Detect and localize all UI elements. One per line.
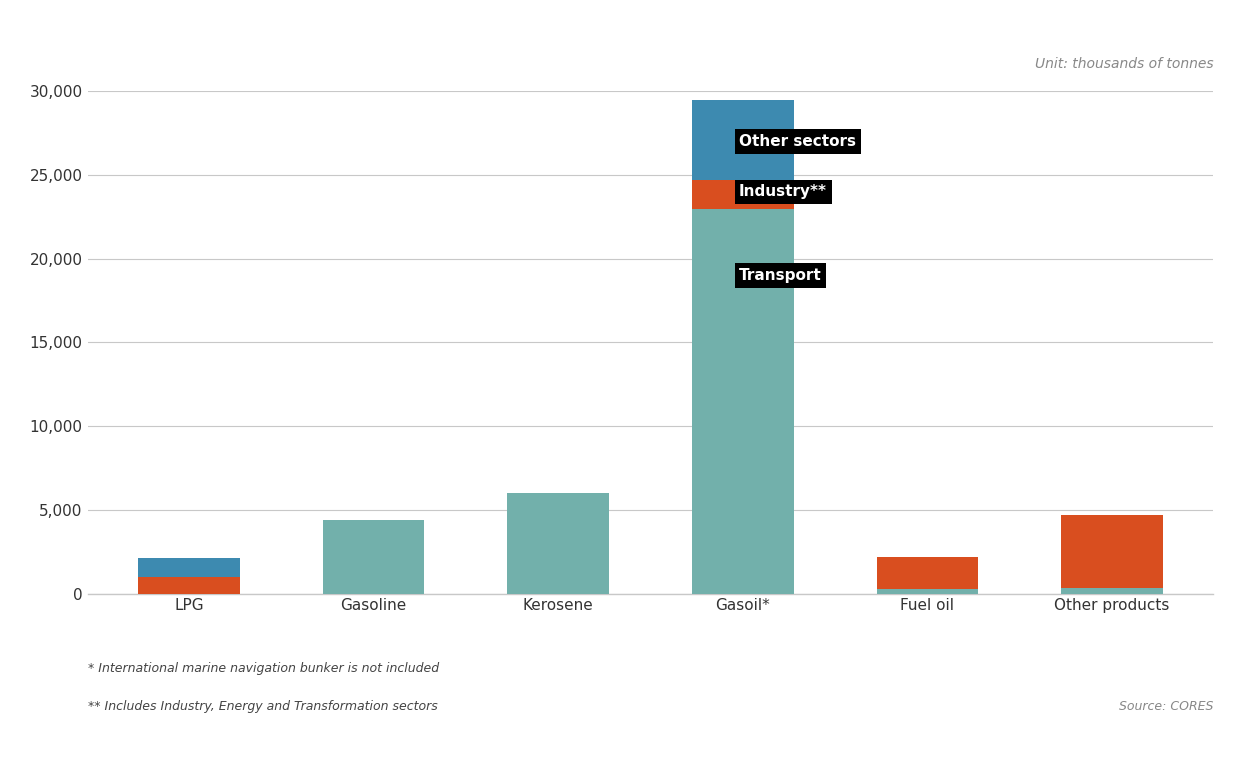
Bar	[1061, 515, 1162, 587]
Text: Unit: thousands of tonnes: Unit: thousands of tonnes	[1035, 57, 1213, 71]
Bar	[692, 209, 793, 594]
Bar	[692, 100, 793, 180]
Bar	[323, 520, 424, 594]
Text: ** Includes Industry, Energy and Transformation sectors: ** Includes Industry, Energy and Transfo…	[88, 700, 438, 713]
Text: Transport: Transport	[739, 268, 822, 283]
Bar	[1061, 587, 1162, 594]
Bar	[877, 588, 978, 594]
Text: Industry**: Industry**	[739, 184, 827, 199]
Bar	[877, 557, 978, 588]
Bar	[692, 180, 793, 209]
Text: Other sectors: Other sectors	[739, 134, 856, 149]
Text: Source: CORES: Source: CORES	[1120, 700, 1213, 713]
Bar	[139, 559, 240, 577]
Bar	[508, 493, 609, 594]
Text: * International marine navigation bunker is not included: * International marine navigation bunker…	[88, 662, 439, 675]
Bar	[139, 577, 240, 594]
